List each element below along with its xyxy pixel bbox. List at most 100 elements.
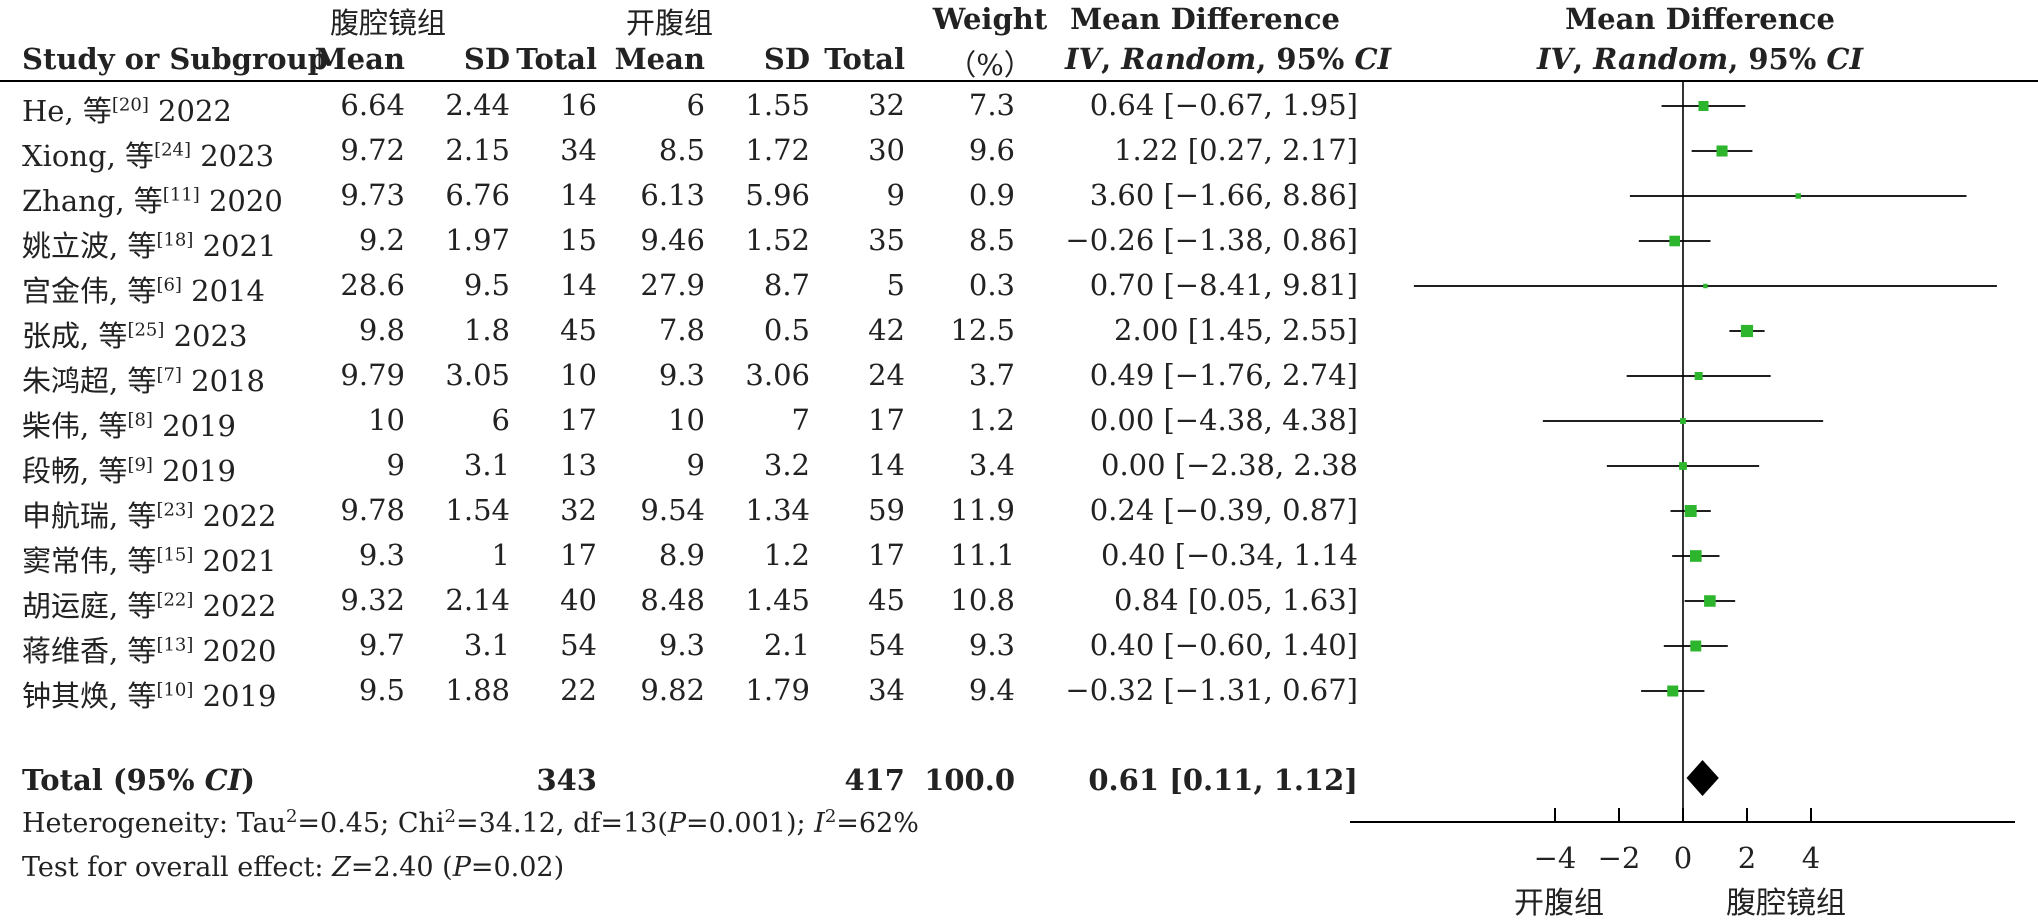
study-name: 朱鸿超, 等[7] 2018 xyxy=(22,364,265,398)
study-ci: 0.24 [−0.39, 0.87] xyxy=(1089,493,1358,527)
md-method-header: IV, Random, 95% CI xyxy=(1065,42,1392,76)
study-w: 11.9 xyxy=(950,493,1015,527)
study-sd2: 1.45 xyxy=(745,583,810,617)
study-ci: −0.32 [−1.31, 0.67] xyxy=(1065,673,1358,707)
group1-header: 腹腔镜组 xyxy=(330,6,447,40)
weight-header: Weight xyxy=(932,2,1048,36)
study-n2: 5 xyxy=(886,268,905,302)
study-n1: 45 xyxy=(560,313,597,347)
heterogeneity-text: Heterogeneity: Tau2=0.45; Chi2=34.12, df… xyxy=(22,806,919,840)
study-name: 姚立波, 等[18] 2021 xyxy=(22,229,277,263)
study-m2: 9 xyxy=(686,448,705,482)
study-sd1: 3.1 xyxy=(463,448,510,482)
effect-marker xyxy=(1694,371,1703,381)
study-sd1: 1.54 xyxy=(445,493,510,527)
study-name: 张成, 等[25] 2023 xyxy=(22,319,248,353)
study-n2: 35 xyxy=(868,223,905,257)
study-n2: 17 xyxy=(868,403,905,437)
study-ci: 0.40 [−0.34, 1.14 xyxy=(1101,538,1358,572)
study-m2: 6.13 xyxy=(640,178,705,212)
study-sd1: 1 xyxy=(491,538,510,572)
study-sd2: 3.2 xyxy=(763,448,810,482)
md-header: Mean Difference xyxy=(1070,2,1340,36)
pooled-diamond xyxy=(1686,760,1719,796)
study-sd2: 2.1 xyxy=(763,628,810,662)
study-m2: 27.9 xyxy=(640,268,705,302)
study-w: 12.5 xyxy=(950,313,1015,347)
study-m1: 9.7 xyxy=(358,628,405,662)
study-sd2: 7 xyxy=(791,403,810,437)
study-sd2: 1.52 xyxy=(745,223,810,257)
effect-marker xyxy=(1703,283,1708,289)
study-n2: 54 xyxy=(868,628,905,662)
study-m1: 9.8 xyxy=(358,313,405,347)
study-w: 9.3 xyxy=(968,628,1015,662)
study-sd1: 3.1 xyxy=(463,628,510,662)
study-sd2: 1.79 xyxy=(745,673,810,707)
sd2-header: SD xyxy=(763,42,810,76)
study-w: 0.3 xyxy=(968,268,1015,302)
study-m2: 6 xyxy=(686,88,705,122)
group2-header: 开腹组 xyxy=(626,6,714,40)
study-m1: 9.79 xyxy=(340,358,405,392)
study-n2: 17 xyxy=(868,538,905,572)
study-column-header: Study or Subgroup xyxy=(22,42,328,76)
effect-marker xyxy=(1667,685,1679,697)
study-sd2: 3.06 xyxy=(745,358,810,392)
study-m1: 9.72 xyxy=(340,133,405,167)
study-name: Zhang, 等[11] 2020 xyxy=(22,184,283,218)
study-n1: 34 xyxy=(560,133,597,167)
study-m2: 10 xyxy=(668,403,705,437)
study-sd1: 3.05 xyxy=(445,358,510,392)
x-tick-label: −4 xyxy=(1534,841,1577,875)
study-name: 柴伟, 等[8] 2019 xyxy=(22,409,236,443)
study-sd1: 2.15 xyxy=(445,133,510,167)
study-ci: 0.00 [−4.38, 4.38] xyxy=(1089,403,1358,437)
study-m1: 10 xyxy=(368,403,405,437)
study-m2: 8.48 xyxy=(640,583,705,617)
study-sd1: 9.5 xyxy=(463,268,510,302)
study-sd1: 1.97 xyxy=(445,223,510,257)
effect-marker xyxy=(1698,100,1709,112)
effect-marker xyxy=(1704,595,1716,607)
total-label: Total (95% CI) xyxy=(22,763,256,797)
effect-marker xyxy=(1740,324,1754,338)
effect-marker xyxy=(1690,640,1702,652)
study-sd1: 1.88 xyxy=(445,673,510,707)
study-n2: 9 xyxy=(886,178,905,212)
study-w: 1.2 xyxy=(968,403,1015,437)
study-name: 钟其焕, 等[10] 2019 xyxy=(22,679,277,713)
study-m2: 8.5 xyxy=(658,133,705,167)
study-m1: 28.6 xyxy=(340,268,405,302)
study-name: 宫金伟, 等[6] 2014 xyxy=(22,274,265,308)
study-w: 3.4 xyxy=(968,448,1015,482)
study-ci: 1.22 [0.27, 2.17] xyxy=(1114,133,1358,167)
effect-marker xyxy=(1716,145,1728,157)
study-n2: 42 xyxy=(868,313,905,347)
study-n1: 17 xyxy=(560,538,597,572)
study-sd1: 6.76 xyxy=(445,178,510,212)
study-w: 8.5 xyxy=(968,223,1015,257)
effect-marker xyxy=(1679,462,1687,470)
study-ci: 0.70 [−8.41, 9.81] xyxy=(1089,268,1358,302)
total1-header: Total xyxy=(516,42,597,76)
study-n1: 14 xyxy=(560,178,597,212)
study-n2: 14 xyxy=(868,448,905,482)
study-sd2: 8.7 xyxy=(763,268,810,302)
study-w: 11.1 xyxy=(950,538,1015,572)
study-n1: 32 xyxy=(560,493,597,527)
study-n1: 16 xyxy=(560,88,597,122)
total1-value: 343 xyxy=(536,763,597,797)
study-w: 3.7 xyxy=(968,358,1015,392)
study-sd1: 1.8 xyxy=(463,313,510,347)
effect-marker xyxy=(1684,505,1697,517)
study-ci: 0.00 [−2.38, 2.38 xyxy=(1101,448,1358,482)
effect-marker xyxy=(1795,193,1801,199)
study-n2: 45 xyxy=(868,583,905,617)
total2-header: Total xyxy=(824,42,905,76)
study-m2: 9.46 xyxy=(640,223,705,257)
study-n2: 59 xyxy=(868,493,905,527)
study-n2: 30 xyxy=(868,133,905,167)
study-n2: 24 xyxy=(868,358,905,392)
study-ci: 2.00 [1.45, 2.55] xyxy=(1114,313,1358,347)
